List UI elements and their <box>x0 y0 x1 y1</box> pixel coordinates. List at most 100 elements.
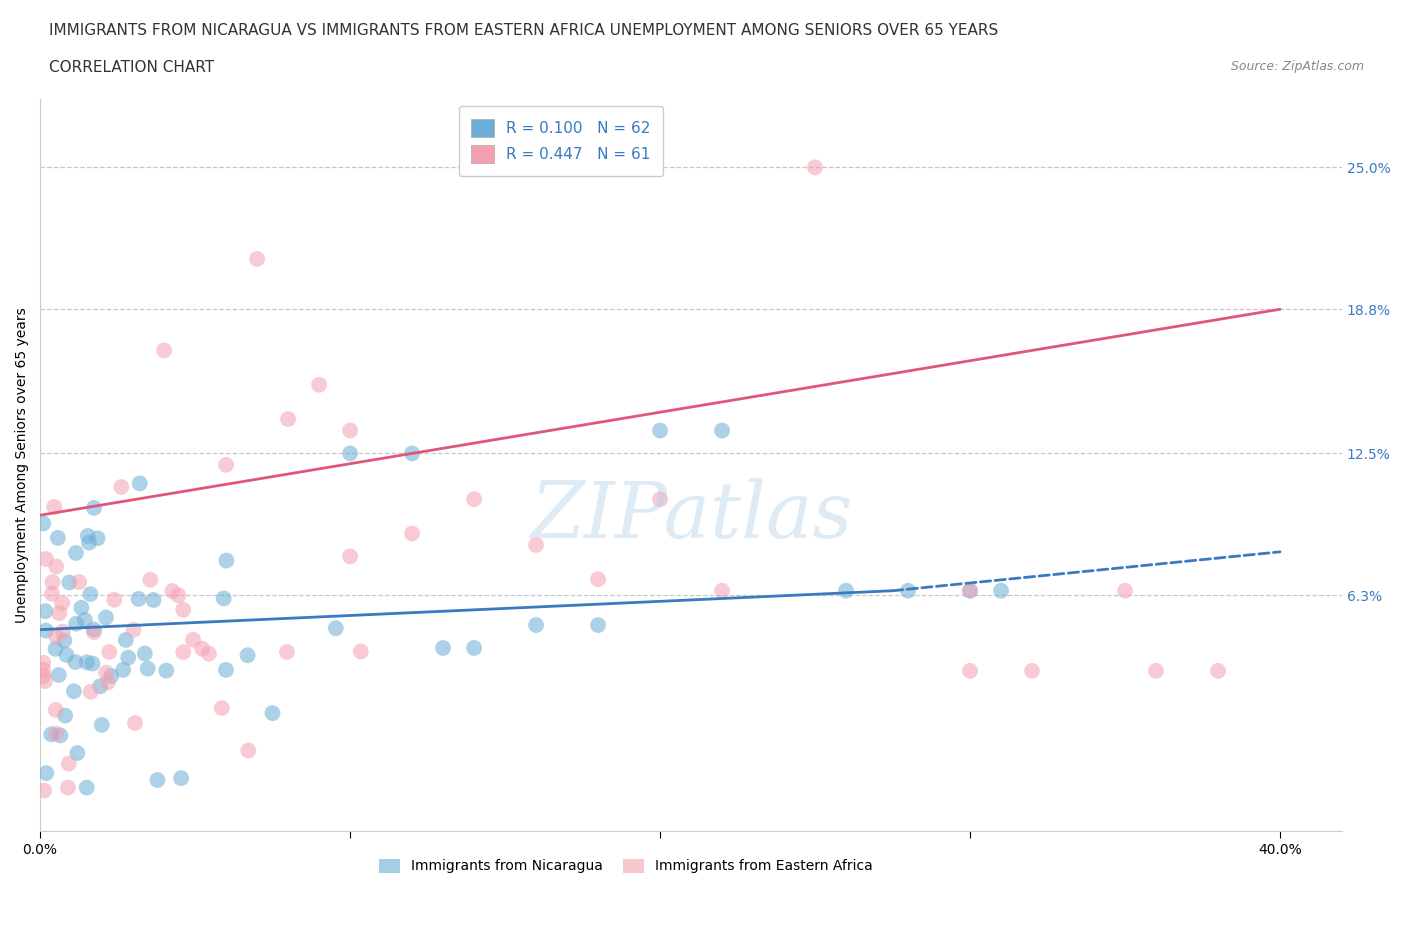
Point <box>52 624 75 639</box>
Point <box>198 646 221 661</box>
Point <box>586 618 609 632</box>
Point <box>432 641 454 656</box>
Point <box>167 588 190 603</box>
Point <box>959 663 981 678</box>
Point <box>32 516 55 531</box>
Point <box>350 644 373 658</box>
Point <box>45 559 67 574</box>
Point <box>35 765 58 780</box>
Point <box>215 458 238 472</box>
Point <box>308 378 330 392</box>
Point <box>94 610 117 625</box>
Point <box>83 625 105 640</box>
Point <box>1206 663 1229 678</box>
Point <box>58 756 80 771</box>
Point <box>53 633 76 648</box>
Point <box>49 728 72 743</box>
Point <box>170 771 193 786</box>
Point <box>79 684 101 699</box>
Point <box>97 675 120 690</box>
Point <box>34 604 56 618</box>
Point <box>1114 583 1136 598</box>
Point <box>98 644 121 659</box>
Point <box>66 746 89 761</box>
Text: ZIPatlas: ZIPatlas <box>530 478 852 554</box>
Point <box>65 617 87 631</box>
Point <box>77 535 100 550</box>
Point <box>276 644 298 659</box>
Point <box>65 546 87 561</box>
Point <box>212 591 235 605</box>
Point <box>32 783 55 798</box>
Point <box>67 575 90 590</box>
Point <box>58 575 80 590</box>
Point <box>325 621 347 636</box>
Point <box>48 668 70 683</box>
Point <box>524 618 547 632</box>
Point <box>139 572 162 587</box>
Point <box>238 743 260 758</box>
Point <box>146 773 169 788</box>
Y-axis label: Unemployment Among Seniors over 65 years: Unemployment Among Seniors over 65 years <box>15 307 30 623</box>
Point <box>53 708 76 723</box>
Point <box>41 575 63 590</box>
Point <box>117 650 139 665</box>
Point <box>586 572 609 587</box>
Point <box>134 646 156 661</box>
Point <box>86 531 108 546</box>
Text: IMMIGRANTS FROM NICARAGUA VS IMMIGRANTS FROM EASTERN AFRICA UNEMPLOYMENT AMONG S: IMMIGRANTS FROM NICARAGUA VS IMMIGRANTS … <box>49 23 998 38</box>
Point <box>162 584 184 599</box>
Point <box>339 423 361 438</box>
Point <box>110 480 132 495</box>
Point <box>648 492 671 507</box>
Point <box>45 702 67 717</box>
Text: CORRELATION CHART: CORRELATION CHART <box>49 60 214 75</box>
Point <box>153 343 176 358</box>
Text: Source: ZipAtlas.com: Source: ZipAtlas.com <box>1230 60 1364 73</box>
Point <box>401 526 423 541</box>
Point <box>122 622 145 637</box>
Point <box>181 632 204 647</box>
Point <box>524 538 547 552</box>
Point <box>463 492 485 507</box>
Point <box>44 499 66 514</box>
Point <box>76 780 98 795</box>
Point <box>76 655 98 670</box>
Point <box>711 583 734 598</box>
Point <box>339 549 361 564</box>
Point <box>46 530 69 545</box>
Point <box>83 500 105 515</box>
Point <box>114 632 136 647</box>
Point <box>82 656 104 671</box>
Point <box>804 160 827 175</box>
Point <box>103 592 125 607</box>
Point <box>1144 663 1167 678</box>
Point <box>277 412 299 427</box>
Point <box>55 647 77 662</box>
Point <box>51 596 73 611</box>
Point <box>172 644 194 659</box>
Point <box>45 726 67 741</box>
Point <box>83 622 105 637</box>
Point <box>39 727 62 742</box>
Point <box>215 662 238 677</box>
Point <box>835 583 858 598</box>
Point <box>339 446 361 461</box>
Point <box>45 630 67 644</box>
Point <box>215 553 238 568</box>
Point <box>172 603 194 618</box>
Point <box>463 641 485 656</box>
Point <box>136 661 159 676</box>
Point <box>648 423 671 438</box>
Point <box>32 656 55 671</box>
Point <box>73 613 96 628</box>
Point <box>142 592 165 607</box>
Point <box>124 715 146 730</box>
Legend: Immigrants from Nicaragua, Immigrants from Eastern Africa: Immigrants from Nicaragua, Immigrants fr… <box>373 853 879 879</box>
Point <box>1021 663 1043 678</box>
Point <box>79 587 101 602</box>
Point <box>128 591 150 606</box>
Point <box>32 669 55 684</box>
Point <box>959 583 981 598</box>
Point <box>959 583 981 598</box>
